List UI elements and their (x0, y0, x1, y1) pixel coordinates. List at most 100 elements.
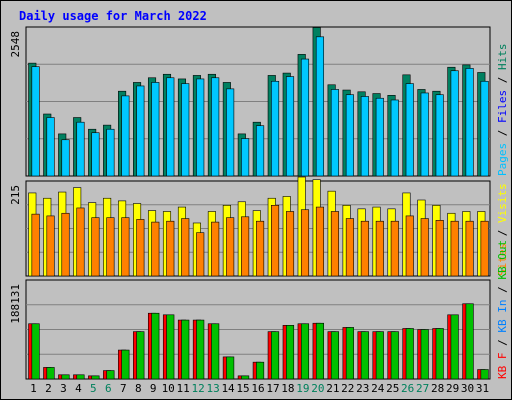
bar-kb-out (435, 328, 444, 380)
x-tick-label: 20 (311, 382, 324, 395)
bar-kb-out (271, 331, 280, 380)
x-tick-label: 29 (446, 382, 459, 395)
bar-sites (91, 217, 100, 277)
bar-pages (450, 70, 459, 177)
bar-sites (181, 218, 190, 277)
bar-sites (405, 215, 414, 277)
bar-kb-out (420, 329, 429, 380)
bar-sites (46, 215, 55, 277)
legend-hits-files-pages: Pages / Files / Hits (496, 44, 509, 177)
bar-sites (31, 213, 40, 277)
legend-visits-sites: Sites / Visits (496, 183, 509, 276)
legend-entry: KB F (496, 353, 509, 380)
x-tick-label: 27 (416, 382, 429, 395)
bar-pages (405, 83, 414, 177)
bar-pages (196, 78, 205, 177)
legend-kbytes: KB F / KB In / KB Out (496, 240, 509, 379)
bar-sites (420, 218, 429, 277)
bar-sites (256, 220, 265, 277)
bar-pages (136, 85, 145, 177)
bar-kb-out (450, 314, 459, 380)
x-tick-label: 4 (75, 382, 82, 395)
bar-sites (241, 216, 250, 277)
legend-entry: Pages (496, 143, 509, 176)
bar-pages (166, 77, 175, 177)
bar-pages (211, 77, 220, 177)
bar-pages (375, 97, 384, 177)
y-max-label: 188131 (9, 284, 22, 324)
legend-separator: / (496, 280, 509, 300)
x-tick-label: 14 (221, 382, 235, 395)
x-tick-label: 23 (356, 382, 369, 395)
x-tick-label: 17 (266, 382, 279, 395)
bar-pages (360, 96, 369, 177)
bar-kb-out (375, 331, 384, 380)
bar-pages (241, 138, 250, 177)
bar-pages (151, 82, 160, 177)
bar-pages (256, 125, 265, 177)
bar-pages (465, 68, 474, 177)
y-max-label: 2548 (9, 31, 22, 58)
bar-sites (121, 217, 130, 277)
bar-kb-out (405, 328, 414, 380)
y-max-label: 215 (9, 185, 22, 205)
bar-kb-out (345, 327, 354, 380)
bar-pages (91, 132, 100, 177)
bar-pages (315, 36, 325, 177)
x-tick-label: 25 (386, 382, 399, 395)
legend-separator: / (496, 333, 509, 353)
x-tick-label: 5 (90, 382, 97, 395)
x-tick-label: 15 (236, 382, 249, 395)
bar-pages (226, 88, 235, 177)
legend-separator: / (496, 70, 509, 90)
bar-kb-out (61, 374, 70, 380)
bar-kb-out (196, 319, 205, 380)
bar-sites (375, 220, 384, 277)
x-tick-label: 13 (206, 382, 219, 395)
bar-sites (166, 220, 175, 277)
legend-separator: / (496, 223, 509, 243)
bar-kb-out (106, 370, 115, 380)
bar-pages (271, 80, 280, 177)
x-tick-label: 8 (135, 382, 142, 395)
x-tick-label: 26 (401, 382, 414, 395)
bar-kb-out (390, 331, 399, 380)
bar-sites (450, 220, 459, 277)
x-tick-label: 10 (162, 382, 175, 395)
x-tick-label: 19 (296, 382, 309, 395)
bar-kb-out (315, 322, 325, 380)
bar-pages (435, 94, 444, 177)
bar-kb-out (91, 375, 100, 380)
x-tick-label: 3 (60, 382, 67, 395)
bar-pages (106, 128, 115, 177)
bar-sites (136, 219, 145, 277)
bar-sites (271, 205, 280, 277)
bar-kb-out (46, 367, 55, 380)
bar-sites (285, 211, 295, 277)
x-tick-label: 6 (105, 382, 112, 395)
x-tick-label: 31 (476, 382, 489, 395)
bar-pages (345, 94, 354, 177)
bar-kb-out (136, 331, 145, 380)
bar-kb-out (226, 356, 235, 380)
bar-pages (285, 76, 295, 177)
bar-kb-out (360, 331, 369, 380)
x-tick-label: 16 (251, 382, 264, 395)
bar-sites (345, 218, 354, 277)
bar-kb-out (76, 374, 85, 380)
bar-kb-out (330, 331, 339, 380)
legend-entry: Hits (496, 44, 509, 71)
x-tick-label: 22 (341, 382, 354, 395)
bar-sites (226, 217, 235, 277)
bar-sites (196, 232, 205, 277)
bar-pages (300, 58, 310, 177)
bar-pages (420, 92, 429, 177)
legend-entry: Visits (496, 183, 509, 223)
bar-pages (31, 66, 40, 177)
x-tick-label: 11 (177, 382, 190, 395)
bar-kb-out (181, 319, 190, 380)
legend-entry: KB Out (496, 240, 509, 280)
chart-title: Daily usage for March 2022 (19, 9, 207, 23)
bar-kb-out (300, 323, 310, 380)
